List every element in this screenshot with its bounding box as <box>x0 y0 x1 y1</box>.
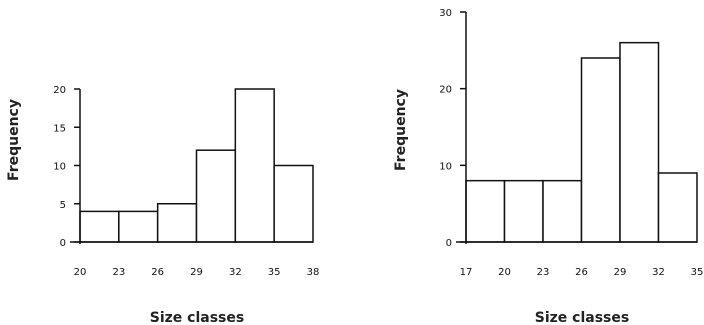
histogram-bar <box>619 41 660 243</box>
histogram-bar <box>273 164 314 243</box>
y-tick-label: 15 <box>53 123 66 134</box>
y-axis-title: Frequency <box>393 89 409 171</box>
histogram-left: 0 5 10 15 20 20 23 26 29 32 35 38 Size classes Freque… <box>6 85 319 325</box>
histogram-right: 0 10 20 30 17 20 23 26 29 32 35 Size classes Frequen… <box>393 8 703 325</box>
x-tick-label: 20 <box>74 267 87 278</box>
histogram-bar <box>503 179 544 243</box>
histogram-bar <box>118 210 159 243</box>
x-tick-label: 17 <box>460 267 473 278</box>
x-tick-label: 38 <box>307 267 320 278</box>
histogram-bar <box>79 210 120 243</box>
y-tick-label: 20 <box>53 85 66 96</box>
histogram-bar <box>195 149 237 243</box>
y-tick-label: 30 <box>439 8 452 19</box>
histogram-bar <box>156 203 198 243</box>
x-tick-label: 29 <box>190 267 203 278</box>
y-tick-label: 5 <box>60 200 66 211</box>
x-tick-label: 26 <box>575 267 588 278</box>
y-axis-title: Frequency <box>6 99 22 181</box>
x-tick-label: 29 <box>614 267 627 278</box>
x-tick-label: 35 <box>268 267 281 278</box>
histogram-bar <box>580 57 621 243</box>
x-tick-label: 32 <box>229 267 242 278</box>
x-tick-label: 32 <box>652 267 665 278</box>
histogram-bar <box>657 172 698 243</box>
x-axis-title: Size classes <box>535 310 629 325</box>
histogram-bar <box>465 179 506 243</box>
x-tick-label: 35 <box>691 267 704 278</box>
x-tick-label: 20 <box>498 267 511 278</box>
x-axis-title: Size classes <box>150 310 244 325</box>
y-tick-label: 10 <box>439 161 452 172</box>
x-tick-label: 23 <box>537 267 550 278</box>
x-tick-label: 26 <box>151 267 164 278</box>
y-tick-label: 0 <box>446 238 452 249</box>
histogram-bar <box>542 179 583 243</box>
y-tick-label: 0 <box>60 238 66 249</box>
y-tick-label: 10 <box>53 162 66 173</box>
y-tick-label: 20 <box>439 85 452 96</box>
histogram-bar <box>234 88 275 243</box>
x-tick-label: 23 <box>112 267 125 278</box>
